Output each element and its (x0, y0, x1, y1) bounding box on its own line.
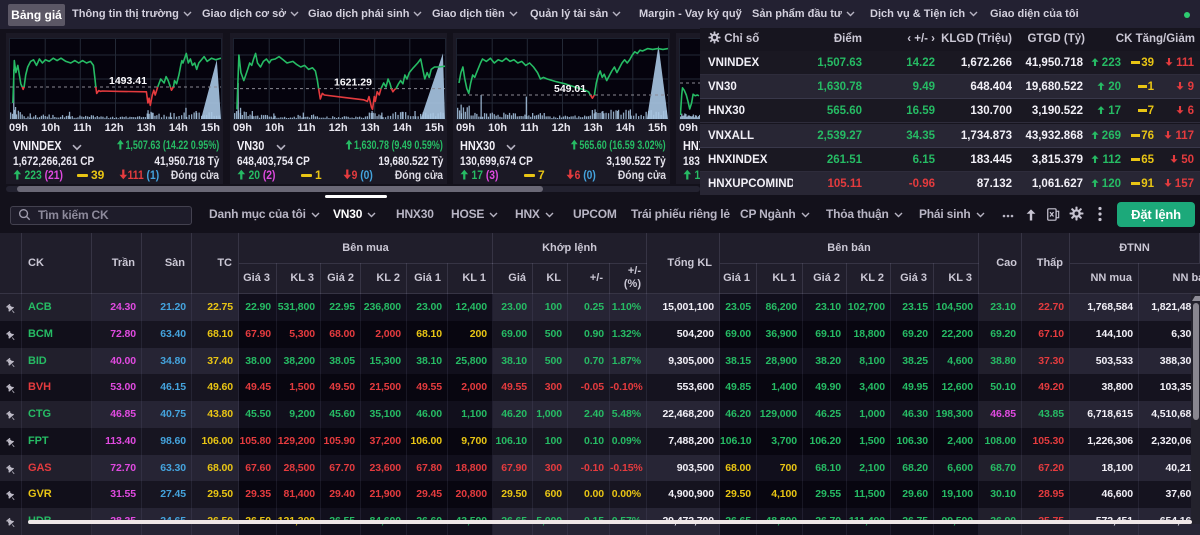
svg-text:549.01: 549.01 (554, 83, 586, 95)
svg-text:1621.29: 1621.29 (334, 77, 372, 89)
svg-text:1493.41: 1493.41 (109, 75, 147, 87)
